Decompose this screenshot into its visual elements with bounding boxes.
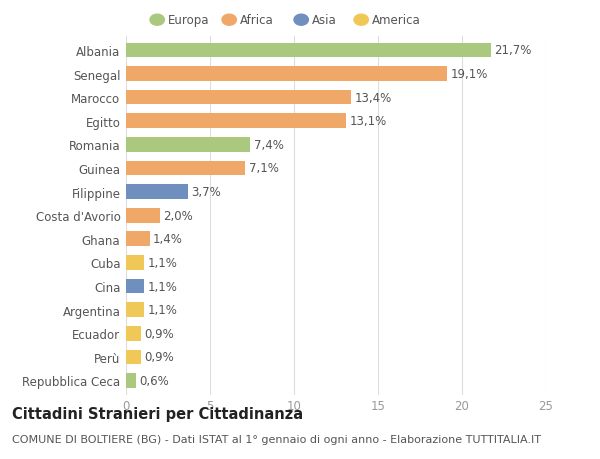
Text: Asia: Asia [312, 14, 337, 27]
Text: 13,4%: 13,4% [355, 91, 392, 105]
Text: 1,1%: 1,1% [148, 257, 178, 269]
Text: 2,0%: 2,0% [163, 209, 193, 222]
Bar [126, 185, 188, 200]
Text: COMUNE DI BOLTIERE (BG) - Dati ISTAT al 1° gennaio di ogni anno - Elaborazione T: COMUNE DI BOLTIERE (BG) - Dati ISTAT al … [12, 434, 541, 444]
Text: 1,4%: 1,4% [153, 233, 183, 246]
Bar [126, 161, 245, 176]
Text: Africa: Africa [240, 14, 274, 27]
Text: 1,1%: 1,1% [148, 303, 178, 316]
Bar [126, 350, 141, 364]
Text: Cittadini Stranieri per Cittadinanza: Cittadini Stranieri per Cittadinanza [12, 406, 303, 421]
Text: 7,1%: 7,1% [248, 162, 278, 175]
Bar [126, 91, 351, 105]
Text: 0,9%: 0,9% [145, 327, 174, 340]
Text: America: America [372, 14, 421, 27]
Text: 3,7%: 3,7% [191, 186, 221, 199]
Text: 0,9%: 0,9% [145, 351, 174, 364]
Bar [126, 232, 149, 246]
Bar [126, 138, 250, 152]
Bar [126, 279, 145, 294]
Bar [126, 44, 491, 58]
Text: 19,1%: 19,1% [450, 68, 488, 81]
Text: 13,1%: 13,1% [349, 115, 386, 128]
Bar [126, 67, 447, 82]
Bar [126, 208, 160, 223]
Bar [126, 114, 346, 129]
Text: 21,7%: 21,7% [494, 45, 531, 57]
Text: Europa: Europa [168, 14, 209, 27]
Bar [126, 326, 141, 341]
Text: 0,6%: 0,6% [139, 374, 169, 387]
Text: 1,1%: 1,1% [148, 280, 178, 293]
Text: 7,4%: 7,4% [254, 139, 284, 151]
Bar [126, 302, 145, 317]
Bar [126, 373, 136, 388]
Bar [126, 256, 145, 270]
